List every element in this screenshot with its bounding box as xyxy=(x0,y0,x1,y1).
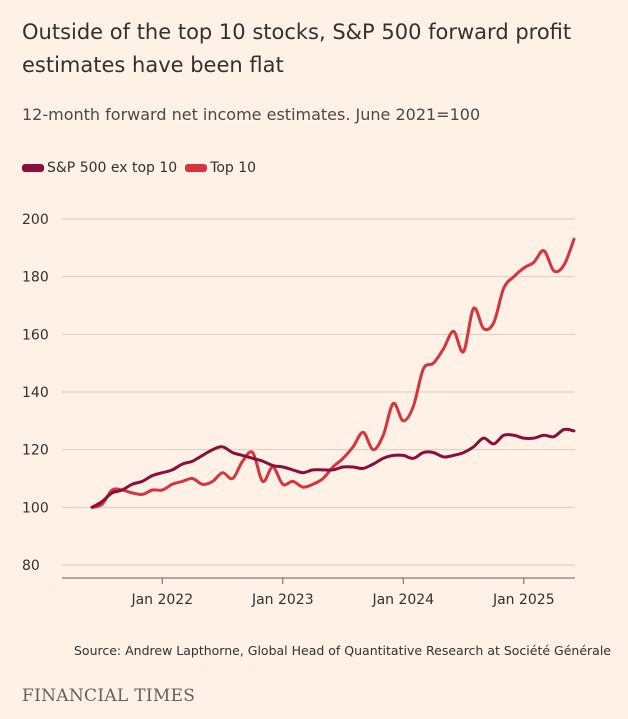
legend-label-ex-top10: S&P 500 ex top 10 xyxy=(47,160,178,176)
chart-legend: S&P 500 ex top 10 Top 10 xyxy=(22,160,264,176)
legend-swatch-ex-top10 xyxy=(22,164,44,172)
chart-title: Outside of the top 10 stocks, S&P 500 fo… xyxy=(22,20,572,77)
y-tick-label-120: 120 xyxy=(22,443,49,459)
x-tick-label-2: Jan 2024 xyxy=(371,592,434,608)
series-line-ex-top10 xyxy=(90,427,576,509)
legend-item-ex-top10: S&P 500 ex top 10 xyxy=(22,160,177,176)
x-tick-label-3: Jan 2025 xyxy=(492,592,555,608)
y-tick-label-180: 180 xyxy=(22,270,49,286)
legend-swatch-top10 xyxy=(185,164,208,172)
y-tick-label-100: 100 xyxy=(22,500,49,516)
grid-layer xyxy=(62,218,575,566)
source-note: Source: Andrew Lapthorne, Global Head of… xyxy=(73,643,611,658)
series-layer xyxy=(90,237,576,509)
y-tick-label-80: 80 xyxy=(22,558,40,574)
legend-label-top10: Top 10 xyxy=(210,160,257,176)
axis-layer: 80 100 120 140 160 180 200 Jan 2022 Jan 2023 Jan … xyxy=(22,212,575,608)
legend-item-top10: Top 10 xyxy=(185,160,256,176)
series-line-top10 xyxy=(90,237,576,509)
y-tick-label-200: 200 xyxy=(22,212,49,228)
y-tick-label-140: 140 xyxy=(22,385,49,401)
ft-logo: FINANCIAL TIMES xyxy=(22,686,196,706)
x-tick-label-0: Jan 2022 xyxy=(130,592,193,608)
chart-subtitle: 12-month forward net income estimates. J… xyxy=(22,105,481,124)
x-tick-label-1: Jan 2023 xyxy=(251,592,314,608)
y-tick-label-160: 160 xyxy=(22,327,49,343)
